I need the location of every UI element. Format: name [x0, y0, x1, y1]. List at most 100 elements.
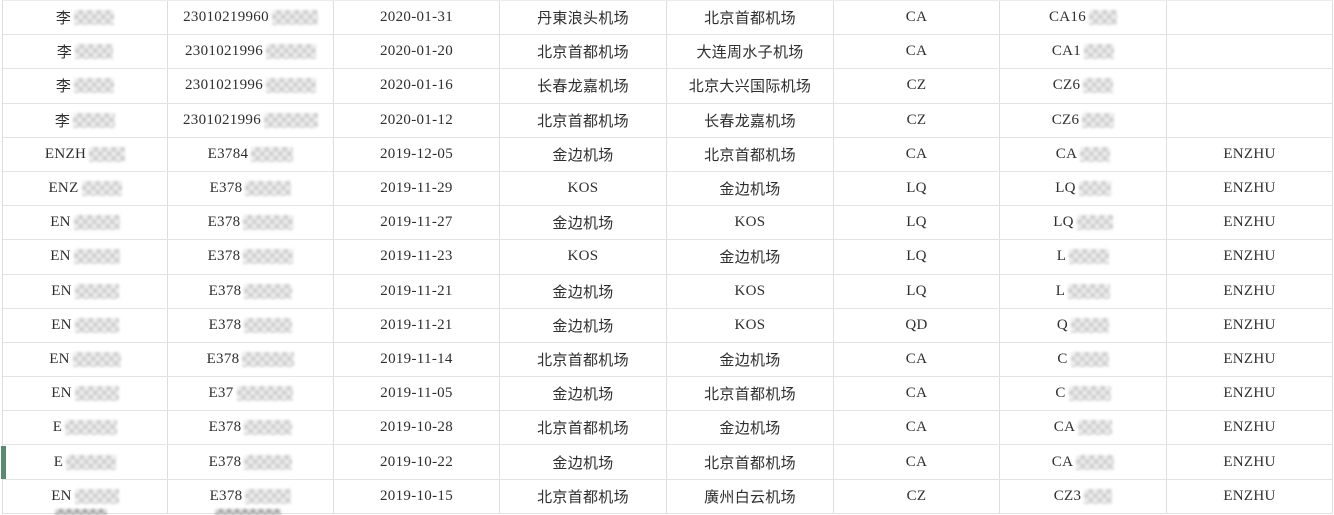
cell-id_number[interactable]: 2301021996 [168, 103, 334, 137]
cell-flight_number[interactable]: CA1 [1000, 35, 1167, 69]
cell-id_number[interactable]: E378 [168, 171, 334, 206]
table-row[interactable]: E E378 2019-10-28 北京首都机场 金边机场 CA CA ENZHU [3, 411, 1333, 446]
cell-id_number[interactable]: E378 [168, 479, 334, 513]
cell-arrival_airport[interactable]: 北京大兴国际机场 [667, 69, 834, 103]
cell-id_number[interactable]: E37 [168, 377, 334, 411]
cell-airline_code[interactable]: CA [834, 377, 1000, 411]
cell-arrival_airport[interactable]: 北京首都机场 [667, 1, 834, 35]
cell-flight_number[interactable]: CZ3 [1000, 479, 1167, 513]
cell-departure_airport[interactable]: 金边机场 [500, 274, 667, 308]
cell-id_number[interactable]: 2301021996 [168, 35, 334, 69]
cell-flight_number[interactable]: LQ [1000, 206, 1167, 240]
cell-id_number[interactable]: E378 [168, 445, 334, 479]
cell-id_number[interactable]: E378 [168, 274, 334, 308]
cell-name_en[interactable] [1167, 103, 1333, 137]
table-row[interactable]: ENZH E3784 2019-12-05 金边机场 北京首都机场 CA CA ENZHU [3, 137, 1333, 172]
cell-name[interactable]: EN [3, 240, 168, 274]
cell-departure_airport[interactable]: 丹東浪头机场 [500, 1, 667, 35]
cell-flight_number[interactable]: CA [1000, 411, 1167, 445]
cell-name[interactable]: EN [3, 479, 168, 513]
cell-flight_number[interactable]: L [1000, 240, 1167, 274]
cell-name_en[interactable]: ENZHU [1167, 137, 1333, 171]
cell-name[interactable]: EN [3, 274, 168, 308]
cell-name[interactable]: ENZH [3, 137, 168, 171]
cell-date[interactable]: 2020-01-12 [334, 103, 500, 137]
cell-departure_airport[interactable]: 长春龙嘉机场 [500, 69, 667, 103]
cell-airline_code[interactable]: LQ [834, 240, 1000, 274]
cell-date[interactable]: 2019-10-28 [334, 411, 500, 445]
cell-arrival_airport[interactable]: KOS [667, 308, 834, 342]
cell-arrival_airport[interactable]: 金边机场 [667, 411, 834, 445]
cell-arrival_airport[interactable]: 廣州白云机场 [667, 479, 834, 513]
cell-date[interactable]: 2020-01-16 [334, 69, 500, 103]
cell-departure_airport[interactable]: 金边机场 [500, 445, 667, 479]
cell-name_en[interactable] [1167, 1, 1333, 35]
table-row[interactable]: 李 2301021996 2020-01-16 长春龙嘉机场 北京大兴国际机场 CZ CZ6 [3, 69, 1333, 104]
cell-flight_number[interactable]: C [1000, 377, 1167, 411]
cell-date[interactable]: 2019-11-23 [334, 240, 500, 274]
cell-name_en[interactable]: ENZHU [1167, 171, 1333, 206]
cell-flight_number[interactable]: CA [1000, 445, 1167, 479]
cell-name[interactable]: 李 [3, 69, 168, 103]
cell-id_number[interactable]: E378 [168, 411, 334, 445]
cell-departure_airport[interactable]: 金边机场 [500, 206, 667, 240]
cell-airline_code[interactable]: LQ [834, 171, 1000, 206]
cell-flight_number[interactable]: C [1000, 342, 1167, 377]
cell-name[interactable]: 李 [3, 35, 168, 69]
cell-name_en[interactable]: ENZHU [1167, 411, 1333, 445]
cell-name[interactable]: 李 [3, 1, 168, 35]
cell-name_en[interactable]: ENZHU [1167, 274, 1333, 308]
cell-name_en[interactable]: ENZHU [1167, 479, 1333, 513]
cell-flight_number[interactable]: CZ6 [1000, 103, 1167, 137]
cell-name_en[interactable]: ENZHU [1167, 445, 1333, 479]
cell-flight_number[interactable]: CA [1000, 137, 1167, 171]
cell-id_number[interactable]: E378 [168, 342, 334, 377]
cell-flight_number[interactable]: CA16 [1000, 1, 1167, 35]
cell-date[interactable]: 2019-11-21 [334, 308, 500, 342]
table-row[interactable]: EN E378 2019-11-14 北京首都机场 金边机场 CA C ENZHU [3, 342, 1333, 378]
cell-arrival_airport[interactable]: 北京首都机场 [667, 377, 834, 411]
cell-id_number[interactable]: E378 [168, 206, 334, 240]
table-row[interactable]: EN E378 2019-10-15 北京首都机场 廣州白云机场 CZ CZ3 ENZHU [3, 479, 1333, 514]
table-row[interactable]: 李 23010219960 2020-01-31 丹東浪头机场 北京首都机场 CA CA16 [3, 1, 1333, 36]
cell-arrival_airport[interactable]: 金边机场 [667, 171, 834, 206]
cell-departure_airport[interactable]: KOS [500, 171, 667, 206]
cell-arrival_airport[interactable]: 大连周水子机场 [667, 35, 834, 69]
cell-name[interactable]: E [3, 411, 168, 445]
cell-name[interactable]: EN [3, 206, 168, 240]
cell-name_en[interactable]: ENZHU [1167, 240, 1333, 274]
cell-departure_airport[interactable]: 北京首都机场 [500, 342, 667, 377]
table-row[interactable]: EN E37 2019-11-05 金边机场 北京首都机场 CA C ENZHU [3, 377, 1333, 412]
cell-name[interactable]: 李 [3, 103, 168, 137]
cell-flight_number[interactable]: Q [1000, 308, 1167, 342]
cell-airline_code[interactable]: LQ [834, 274, 1000, 308]
cell-date[interactable]: 2019-12-05 [334, 137, 500, 171]
cell-date[interactable]: 2020-01-20 [334, 35, 500, 69]
cell-airline_code[interactable]: CA [834, 342, 1000, 377]
cell-date[interactable]: 2019-11-14 [334, 342, 500, 377]
table-row[interactable]: ENZ E378 2019-11-29 KOS 金边机场 LQ LQ ENZHU [3, 171, 1333, 207]
cell-date[interactable]: 2019-11-21 [334, 274, 500, 308]
cell-date[interactable]: 2019-10-15 [334, 479, 500, 513]
cell-departure_airport[interactable]: 北京首都机场 [500, 103, 667, 137]
cell-departure_airport[interactable]: 金边机场 [500, 137, 667, 171]
cell-departure_airport[interactable]: 金边机场 [500, 308, 667, 342]
cell-departure_airport[interactable]: KOS [500, 240, 667, 274]
cell-airline_code[interactable]: LQ [834, 206, 1000, 240]
cell-airline_code[interactable]: CZ [834, 103, 1000, 137]
cell-airline_code[interactable]: CZ [834, 479, 1000, 513]
cell-departure_airport[interactable]: 北京首都机场 [500, 35, 667, 69]
cell-name_en[interactable] [1167, 69, 1333, 103]
cell-arrival_airport[interactable]: 金边机场 [667, 342, 834, 377]
cell-airline_code[interactable]: CA [834, 411, 1000, 445]
table-row[interactable]: EN E378 2019-11-21 金边机场 KOS LQ L ENZHU [3, 274, 1333, 309]
table-row[interactable]: EN E378 2019-11-27 金边机场 KOS LQ LQ ENZHU [3, 206, 1333, 241]
cell-name_en[interactable] [1167, 35, 1333, 69]
cell-name[interactable]: EN [3, 377, 168, 411]
cell-flight_number[interactable]: L [1000, 274, 1167, 308]
cell-arrival_airport[interactable]: 北京首都机场 [667, 137, 834, 171]
cell-airline_code[interactable]: CZ [834, 69, 1000, 103]
cell-name[interactable]: EN [3, 308, 168, 342]
cell-id_number[interactable]: 2301021996 [168, 69, 334, 103]
cell-date[interactable]: 2019-11-29 [334, 171, 500, 206]
